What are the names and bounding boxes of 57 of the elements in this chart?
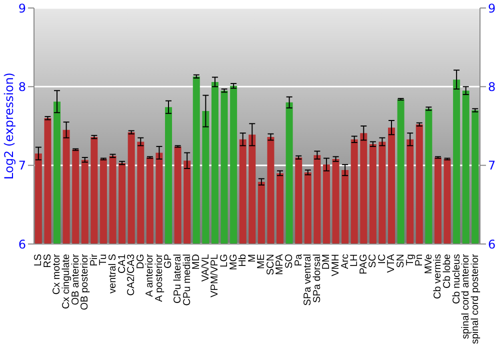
x-tick-label: M	[246, 254, 258, 262]
y-axis-title: Log2 (expression)	[2, 72, 16, 180]
x-tick-label: LS	[33, 254, 44, 266]
x-tick-label: A anterior	[144, 253, 156, 297]
x-tick-label: MPA	[274, 254, 286, 275]
x-tick-label: MG	[228, 254, 240, 270]
x-tick-label: Pn	[414, 254, 426, 266]
y2-tick-label: 9	[488, 1, 496, 16]
x-tick-label: Pir	[88, 253, 100, 266]
x-tick-label: spinal cord anterior	[460, 253, 472, 340]
x-tick-label: CPu medial	[182, 254, 193, 306]
x-tick-label: ME	[256, 254, 268, 269]
y2-tick-label: 6	[488, 237, 496, 252]
x-tick-label: CA1	[116, 254, 128, 274]
x-tick-label: PAG	[358, 254, 370, 274]
x-tick-label: SPa dorsal	[312, 254, 323, 303]
x-tick-label: DM	[321, 254, 332, 270]
x-tick-label: Cb nucleus	[451, 254, 462, 304]
x-tick-label: SC	[368, 254, 379, 268]
x-tick-label: SN	[396, 254, 407, 268]
y2-tick-label: 7	[488, 158, 496, 173]
x-tick-label: Cx motor	[52, 253, 63, 295]
x-tick-label: Cx cingulate	[61, 254, 72, 310]
x-tick-label: Tu	[98, 254, 110, 266]
x-tick-label: IC	[376, 254, 388, 264]
x-tick-label: SO	[284, 254, 296, 268]
x-tick-label: CPu lateral	[172, 254, 184, 304]
y-tick-label: 9	[18, 1, 26, 16]
y-tick-label: 7	[18, 158, 26, 173]
y-tick-label: 6	[18, 237, 26, 252]
x-tick-label: A posterior	[154, 253, 165, 302]
x-tick-label: DG	[135, 254, 146, 269]
x-tick-label: SCN	[265, 254, 276, 276]
x-tick-label: OB posterior	[80, 253, 91, 310]
x-tick-label: ventral S	[107, 254, 118, 294]
x-tick-label: LG	[218, 254, 230, 268]
x-tick-label: MVe	[423, 254, 434, 274]
x-tick-label: RS	[42, 254, 54, 268]
x-tick-label: GP	[163, 254, 174, 268]
x-tick-label: VA/VL	[200, 254, 212, 282]
x-tick-label: Tg	[404, 254, 416, 266]
x-tick-label: Cb vermis	[432, 254, 444, 300]
x-tick-label: MD	[191, 254, 202, 270]
x-tick-label: spinal cord posterior	[470, 253, 481, 344]
x-tick-label: Pa	[293, 254, 304, 266]
y2-tick-label: 8	[488, 80, 496, 94]
x-tick-label: LH	[349, 254, 360, 267]
y-tick-label: 8	[18, 80, 26, 94]
x-tick-label: CA2/CA3	[126, 254, 138, 296]
x-tick-label: VMH	[330, 254, 342, 276]
x-tick-label: VTA	[386, 254, 398, 273]
x-tick-label: SPa ventral	[302, 254, 314, 306]
x-tick-label: Hb	[238, 254, 249, 267]
x-tick-label: Cb lobe	[442, 254, 453, 288]
x-tick-label: VPM/VPL	[210, 254, 221, 298]
x-tick-label: OB anterior	[70, 253, 82, 306]
x-tick-label: Arc	[340, 254, 351, 269]
